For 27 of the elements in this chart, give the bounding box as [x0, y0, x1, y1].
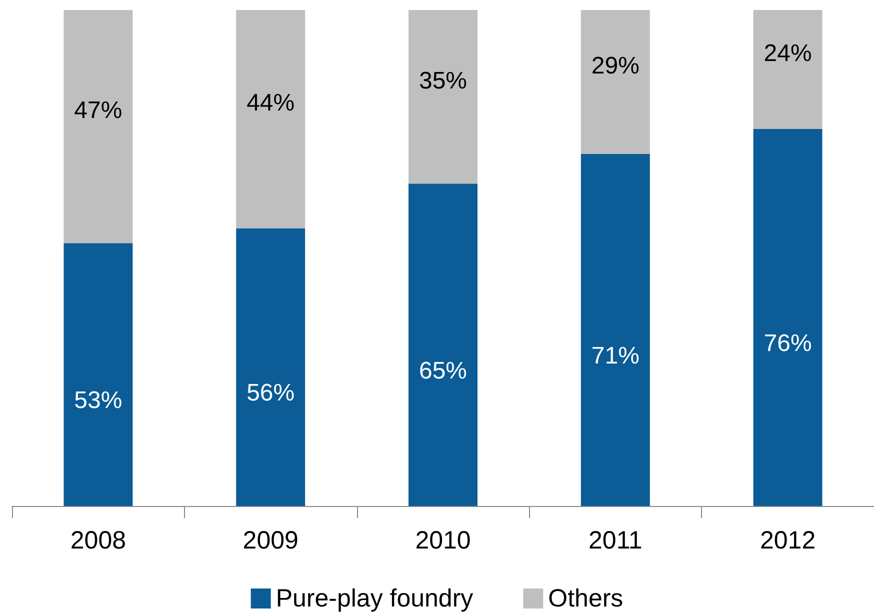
data-label: 56%	[246, 380, 295, 407]
x-tick-label: 2012	[760, 526, 816, 554]
x-tick-label: 2011	[588, 526, 642, 554]
bar	[580, 10, 650, 154]
data-label: 29%	[591, 52, 640, 80]
bar	[753, 129, 822, 506]
data-label: 35%	[418, 67, 468, 94]
bar	[408, 184, 478, 506]
data-label: 24%	[764, 40, 812, 68]
data-label: 76%	[764, 330, 812, 358]
x-tick-label: 2009	[242, 526, 298, 554]
x-tick-label: 2008	[70, 526, 126, 554]
bar	[236, 10, 306, 228]
x-tick-label: 2010	[415, 526, 471, 554]
bar	[408, 10, 478, 184]
bar	[64, 243, 133, 506]
bar	[236, 228, 306, 506]
data-label: 47%	[74, 97, 122, 124]
legend-label: Others	[548, 584, 624, 612]
data-label: 53%	[74, 387, 122, 414]
data-label: 44%	[246, 90, 295, 117]
bar	[580, 154, 650, 506]
bar	[753, 10, 822, 130]
data-label: 71%	[591, 342, 640, 370]
data-label: 65%	[418, 357, 468, 384]
legend-label: Pure-play foundry	[276, 584, 474, 612]
bar	[64, 10, 133, 244]
